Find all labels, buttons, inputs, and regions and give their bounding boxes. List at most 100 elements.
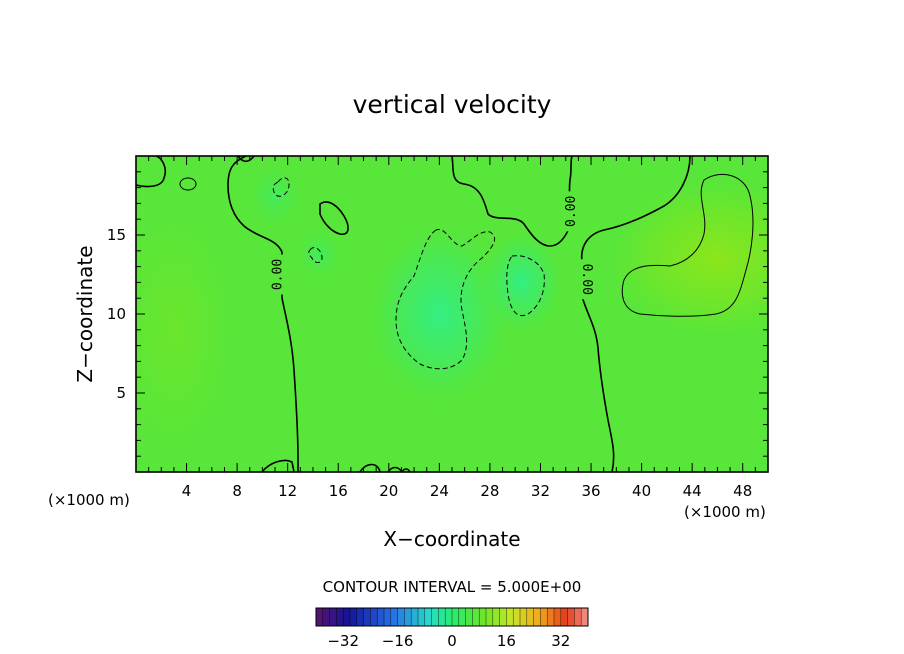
colorbar-swatch (499, 608, 507, 626)
negative-contour-top-11 (272, 177, 290, 197)
contour-value-label: 0.00 (271, 259, 286, 290)
zero-contour-bottom-21 (401, 468, 411, 472)
y-tick-label: 10 (107, 305, 126, 323)
colorbar-swatch (363, 608, 371, 626)
colorbar-swatch (356, 608, 365, 626)
negative-contour-14 (308, 247, 323, 263)
colorbar-tick-label: −16 (382, 632, 414, 650)
colorbar (315, 608, 589, 626)
contour-value-label: 0.00 (564, 196, 579, 227)
colorbar-swatch (445, 608, 453, 626)
x-unit-left: (×1000 m) (48, 491, 130, 509)
x-tick-label: 36 (581, 482, 600, 500)
y-axis-tick-labels: 5 10 15 (107, 226, 126, 402)
zero-contour-bottom-18 (359, 463, 381, 472)
colorbar-swatch (397, 608, 405, 626)
colorbar-swatch (458, 608, 467, 626)
updraft-region-0 (607, 178, 768, 339)
chart-title: vertical velocity (353, 90, 552, 119)
colorbar-swatch (404, 608, 412, 626)
x-axis-label: X−coordinate (383, 527, 520, 551)
x-tick-label: 40 (632, 482, 651, 500)
x-tick-label: 48 (733, 482, 752, 500)
colorbar-tick-label: 32 (551, 632, 570, 650)
colorbar-swatch (581, 608, 589, 626)
colorbar-swatch (472, 608, 480, 626)
contour-label-bg (561, 191, 580, 232)
colorbar-swatch (343, 608, 351, 626)
zero-contour-closed-16 (319, 201, 349, 236)
colorbar-swatch (316, 608, 324, 626)
y-axis-label: Z−coordinate (73, 245, 97, 382)
x-tick-label: 24 (430, 482, 449, 500)
x-tick-label: 44 (683, 482, 702, 500)
colorbar-swatch (554, 608, 562, 626)
colorbar-swatch (547, 608, 555, 626)
downdraft-region-3 (481, 232, 562, 333)
contour-value-label: 0.00 (579, 264, 594, 295)
positive-contour-right (621, 173, 754, 317)
contour-labels: 0.00 0.00 0.00 (268, 191, 597, 300)
downdraft-region-5 (297, 229, 342, 278)
x-tick-label: 20 (379, 482, 398, 500)
colorbar-swatch (431, 608, 439, 626)
x-tick-label: 32 (531, 482, 550, 500)
x-unit-right: (×1000 m) (684, 503, 766, 521)
x-axis-tick-labels: 4 8 12 16 20 24 28 32 36 40 44 48 (182, 482, 752, 500)
colorbar-tick-labels: −32 −16 0 16 32 (327, 632, 570, 650)
colorbar-tick-label: 16 (497, 632, 516, 650)
zero-contour-center (451, 156, 573, 247)
colorbar-tick-label: −32 (327, 632, 359, 650)
colorbar-swatch (479, 608, 487, 626)
colorbar-swatch (377, 608, 385, 626)
colorbar-swatch (526, 608, 535, 626)
colorbar-swatch (540, 608, 548, 626)
x-tick-label: 28 (480, 482, 499, 500)
colorbar-swatch (350, 608, 358, 626)
colorbar-swatch (438, 608, 446, 626)
y-tick-label: 5 (116, 384, 126, 402)
zero-contour-left (227, 156, 299, 472)
colorbar-swatch (533, 608, 541, 626)
colorbar-swatch (322, 608, 331, 626)
shaded-field (136, 156, 768, 472)
colorbar-swatch (520, 608, 528, 626)
colorbar-swatch (418, 608, 426, 626)
x-tick-label: 16 (329, 482, 348, 500)
contour-label-bg (578, 259, 597, 300)
downdraft-region-4 (249, 165, 302, 226)
colorbar-frame (315, 607, 589, 627)
colorbar-swatch (411, 608, 419, 626)
colorbar-tick-label: 0 (447, 632, 457, 650)
updraft-region-1 (136, 209, 234, 450)
colorbar-swatch (336, 608, 344, 626)
contour-interval-label: CONTOUR INTERVAL = 5.000E+00 (323, 578, 582, 596)
colorbar-swatch (424, 608, 433, 626)
negative-contour-central (395, 229, 495, 370)
colorbar-swatch (567, 608, 575, 626)
colorbar-swatch (492, 608, 501, 626)
zero-contour-top-notch (237, 156, 255, 163)
zero-contour-bottom-12 (261, 459, 295, 472)
downdraft-region-2 (369, 224, 510, 404)
x-tick-label: 12 (278, 482, 297, 500)
colorbar-swatch (486, 608, 494, 626)
colorbar-swatch (574, 608, 582, 626)
x-axis-ticks (148, 156, 756, 472)
x-tick-label: 8 (232, 482, 242, 500)
colorbar-swatch (513, 608, 521, 626)
y-tick-label: 15 (107, 226, 126, 244)
colorbar-swatch (452, 608, 460, 626)
colorbar-swatch (329, 608, 337, 626)
colorbar-swatch (384, 608, 392, 626)
x-tick-label: 4 (182, 482, 192, 500)
contour-label-bg (268, 254, 287, 295)
colorbar-swatch (390, 608, 399, 626)
colorbar-swatch (560, 608, 569, 626)
colorbar-swatch (465, 608, 473, 626)
colorbar-swatch (506, 608, 514, 626)
negative-contour-30 (506, 255, 545, 316)
positive-contour-small (179, 177, 197, 191)
y-axis-ticks (136, 171, 768, 457)
